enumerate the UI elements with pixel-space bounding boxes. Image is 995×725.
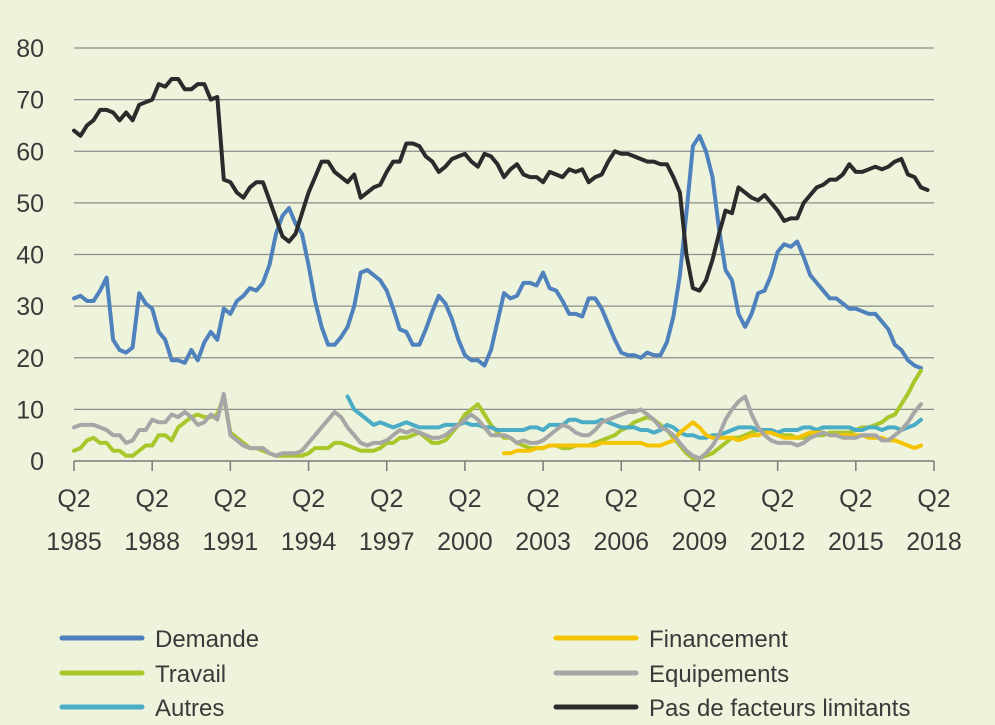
- series-lines: [72, 77, 930, 461]
- legend-label: Pas de facteurs limitants: [649, 695, 910, 722]
- x-tick-quarter: Q2: [683, 485, 716, 513]
- x-tick-year: 1985: [46, 528, 102, 556]
- series-line-demande: [72, 133, 923, 371]
- legend: Demande Financement Travail Equipements Autr…: [59, 626, 910, 722]
- y-axis-ticks: 0 10 20 30 40 50 60 70 80: [16, 35, 44, 476]
- legend-label: Equipements: [649, 661, 789, 688]
- series-line-pas-de-facteurs-limitants: [72, 77, 930, 293]
- x-tick-quarter: Q2: [448, 485, 481, 513]
- y-tick-label: 60: [16, 138, 44, 166]
- x-tick-year: 1994: [281, 528, 337, 556]
- y-tick-label: 50: [16, 190, 44, 218]
- y-tick-label: 0: [30, 448, 44, 476]
- gridlines: [74, 47, 934, 411]
- y-tick-label: 80: [16, 35, 44, 63]
- x-tick-quarter: Q2: [917, 485, 950, 513]
- x-axis: Q2 1985 Q2 1988 Q2 1991 Q2 1994 Q2 1997 Q2 2000 Q2 20…: [46, 460, 962, 556]
- series-line-equipements: [72, 391, 923, 461]
- x-tick-quarter: Q2: [370, 485, 403, 513]
- y-tick-label: 10: [16, 396, 44, 424]
- legend-label: Autres: [155, 695, 224, 722]
- x-tick-quarter: Q2: [292, 485, 325, 513]
- x-tick-year: 2003: [515, 528, 571, 556]
- x-tick-quarter: Q2: [57, 485, 90, 513]
- x-tick-quarter: Q2: [214, 485, 247, 513]
- legend-label: Travail: [155, 661, 226, 688]
- y-tick-label: 30: [16, 293, 44, 321]
- x-tick-quarter: Q2: [136, 485, 169, 513]
- legend-label: Financement: [649, 626, 788, 653]
- x-tick-year: 1988: [124, 528, 180, 556]
- x-tick-year: 2006: [593, 528, 649, 556]
- x-tick-year: 1991: [203, 528, 259, 556]
- y-tick-label: 70: [16, 87, 44, 115]
- series-line-financement: [502, 420, 923, 456]
- series-line-autres: [345, 394, 923, 440]
- legend-label: Demande: [155, 626, 259, 653]
- x-tick-quarter: Q2: [526, 485, 559, 513]
- x-tick-year: 2000: [437, 528, 493, 556]
- x-tick-year: 1997: [359, 528, 415, 556]
- x-tick-quarter: Q2: [761, 485, 794, 513]
- x-tick-quarter: Q2: [605, 485, 638, 513]
- y-tick-label: 20: [16, 345, 44, 373]
- x-tick-year: 2018: [906, 528, 962, 556]
- x-tick-year: 2012: [750, 528, 806, 556]
- x-tick-quarter: Q2: [839, 485, 872, 513]
- y-tick-label: 40: [16, 242, 44, 270]
- x-tick-year: 2015: [828, 528, 884, 556]
- x-tick-year: 2009: [672, 528, 728, 556]
